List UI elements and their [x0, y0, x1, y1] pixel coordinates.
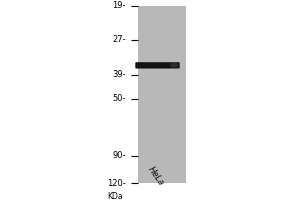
FancyBboxPatch shape — [170, 63, 178, 68]
Text: 27-: 27- — [112, 35, 126, 44]
FancyBboxPatch shape — [135, 62, 180, 69]
Text: HeLa: HeLa — [146, 165, 166, 187]
Text: 50-: 50- — [112, 94, 126, 103]
Text: KDa: KDa — [107, 192, 123, 200]
Text: 90-: 90- — [112, 151, 126, 160]
FancyBboxPatch shape — [138, 6, 186, 183]
Text: 39-: 39- — [112, 70, 126, 79]
Text: 19-: 19- — [112, 1, 126, 10]
Text: 120-: 120- — [107, 179, 126, 188]
